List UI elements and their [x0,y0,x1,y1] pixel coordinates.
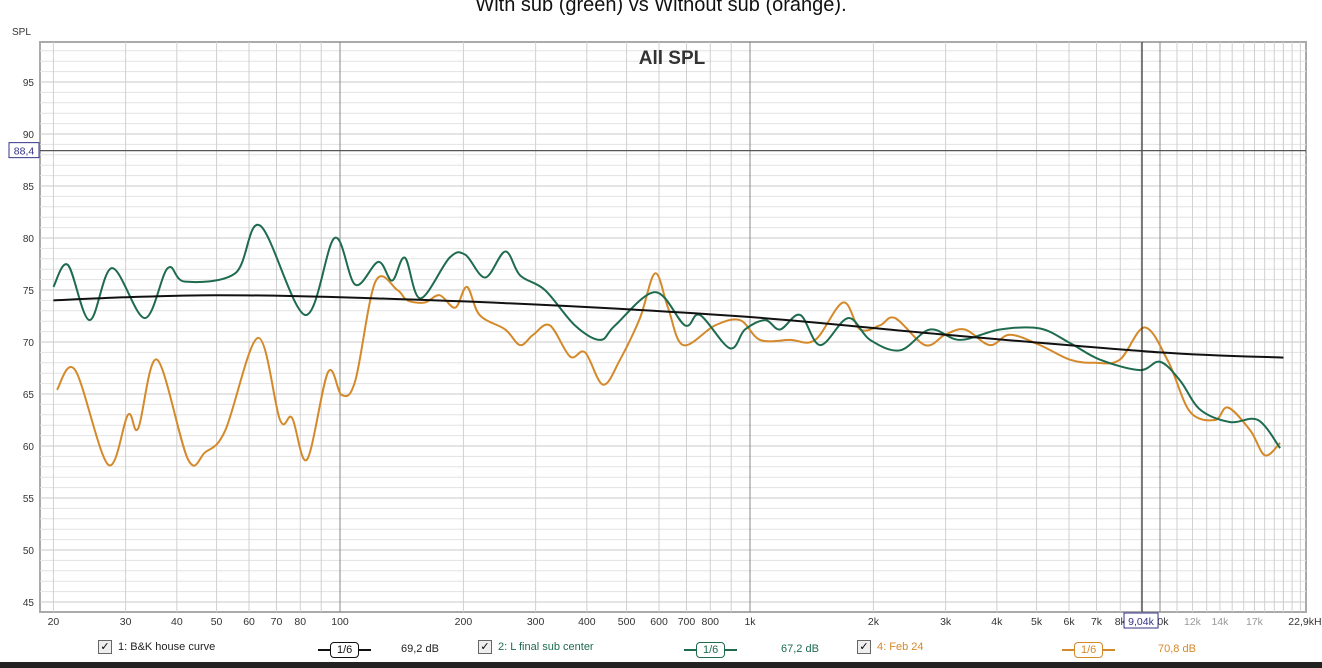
x-tick-label: 40 [171,616,183,628]
x-tick-label: 200 [455,616,473,628]
y-tick-label: 80 [23,234,35,245]
checkbox[interactable]: ✓ [857,640,871,654]
smoothing-badge[interactable]: 1/6 [684,642,738,658]
y-tick-label: 50 [23,546,35,557]
legend-item-with-sub[interactable]: ✓ 2: L final sub center [478,640,594,654]
smoothing-label: 1/6 [1074,642,1104,658]
x-tick-label: 2k [868,616,880,628]
x-tick-label: 600 [650,616,668,628]
legend-value: 69,2 dB [401,643,439,655]
x-tick-label: 300 [527,616,545,628]
x-tick-label: 500 [618,616,636,628]
x-tick-label: 3k [940,616,952,628]
legend-value: 70,8 dB [1158,643,1196,655]
x-tick-label: 70 [271,616,283,628]
page-title: With sub (green) vs Without sub (orange)… [475,0,847,16]
legend-item-house-curve[interactable]: ✓ 1: B&K house curve [98,640,215,654]
y-tick-label: 75 [23,286,35,297]
smoothing-label: 1/6 [330,642,360,658]
series-line-with-sub [52,224,1281,449]
x-tick-label: 12k [1184,616,1202,628]
legend-item-without-sub[interactable]: ✓ 4: Feb 24 [857,640,923,654]
x-tick-label: 17k [1246,616,1264,628]
checkbox[interactable]: ✓ [98,640,112,654]
y-tick-label: 65 [23,390,35,401]
x-tick-label: 1k [744,616,756,628]
x-tick-label: 700 [678,616,696,628]
y-tick-label: 95 [23,78,35,89]
x-tick-label: 30 [120,616,132,628]
x-tick-label: 6k [1063,616,1075,628]
x-tick-label: 80 [294,616,306,628]
y-axis-label: SPL [12,27,31,38]
smoothing-badge[interactable]: 1/6 [318,642,372,658]
legend-value: 67,2 dB [781,643,819,655]
y-tick-label: 60 [23,442,35,453]
legend-label: 4: Feb 24 [877,641,924,653]
x-tick-label: 50 [211,616,223,628]
cursor-y-box [8,142,40,159]
smoothing-badge[interactable]: 1/6 [1062,642,1116,658]
smoothing-label: 1/6 [696,642,726,658]
x-tick-label: 7k [1091,616,1103,628]
series-line-house-curve [53,294,1284,359]
x-tick-label: 14k [1211,616,1229,628]
series-line-without-sub [56,272,1281,467]
checkbox[interactable]: ✓ [478,640,492,654]
x-tick-label: 60 [243,616,255,628]
cursor-y-label: 88,4 [14,146,35,158]
y-tick-label: 85 [23,182,35,193]
legend-label: 1: B&K house curve [118,641,216,653]
x-tick-label: 4k [991,616,1003,628]
cursor-x-label: 9,04k [1128,616,1154,628]
x-tick-label: 400 [578,616,596,628]
spl-chart[interactable]: 45 50 55 60 65 70 75 80 85 90 95 SPL 20 30 40 50 60 70 80 1… [0,0,1322,640]
y-tick-label: 90 [23,130,35,141]
x-tick-label: 800 [702,616,720,628]
x-tick-label: 5k [1031,616,1043,628]
y-tick-label: 70 [23,338,35,349]
y-tick-label: 45 [23,598,35,609]
x-tick-label: 22,9kHz [1288,616,1322,628]
x-tick-label: 20 [48,616,60,628]
x-tick-label: 100 [331,616,349,628]
x-tick-label: 8k [1115,616,1127,628]
cursor-x-box [1123,612,1159,629]
y-tick-label: 55 [23,494,35,505]
legend-label: 2: L final sub center [498,641,594,653]
chart-title: All SPL [639,48,706,69]
taskbar-strip [0,662,1322,668]
